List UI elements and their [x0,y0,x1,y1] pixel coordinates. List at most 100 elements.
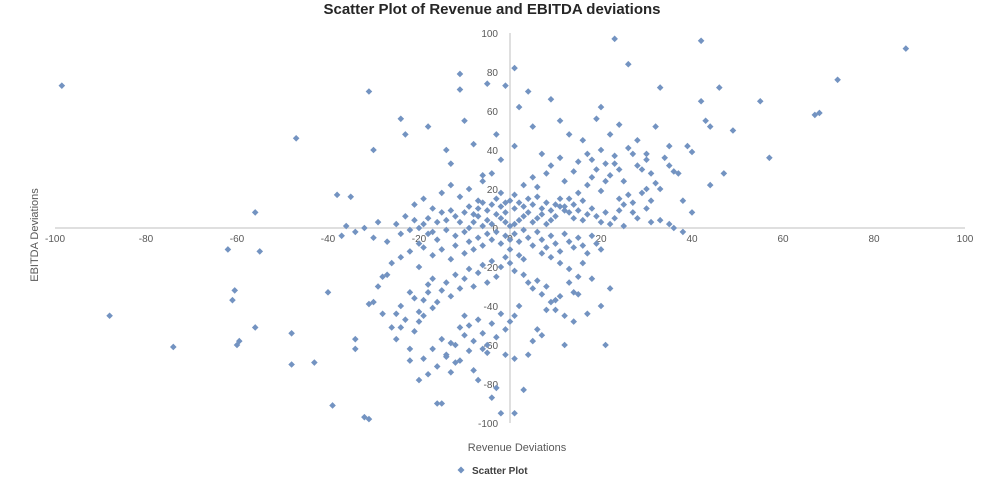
data-point[interactable] [342,222,350,230]
data-point[interactable] [520,255,527,263]
data-point[interactable] [256,248,264,255]
data-point[interactable] [756,97,764,105]
data-point[interactable] [543,244,550,251]
data-point[interactable] [584,310,591,318]
data-point[interactable] [561,230,568,238]
data-point[interactable] [706,181,714,189]
data-point[interactable] [529,242,537,249]
data-point[interactable] [415,263,423,271]
data-point[interactable] [397,115,405,123]
data-point[interactable] [415,318,423,325]
data-point[interactable] [529,337,537,345]
data-point[interactable] [452,213,459,220]
data-point[interactable] [433,400,441,407]
data-point[interactable] [452,242,459,249]
data-point[interactable] [620,177,628,185]
data-point[interactable] [547,216,555,224]
data-point[interactable] [420,244,427,251]
data-point[interactable] [392,310,400,318]
data-point[interactable] [429,345,436,353]
data-point[interactable] [547,96,555,103]
data-point[interactable] [524,195,532,203]
data-point[interactable] [506,246,514,253]
data-point[interactable] [465,347,473,355]
data-point[interactable] [461,250,468,257]
data-point[interactable] [506,318,514,325]
data-point[interactable] [352,228,359,236]
data-point[interactable] [429,275,436,282]
data-point[interactable] [529,218,537,226]
data-point[interactable] [625,144,632,152]
data-point[interactable] [402,131,409,138]
data-point[interactable] [579,216,587,224]
data-point[interactable] [538,291,546,298]
data-point[interactable] [584,211,591,218]
data-point[interactable] [397,302,405,310]
data-point[interactable] [520,213,527,220]
data-point[interactable] [483,80,491,87]
data-point[interactable] [520,181,527,189]
data-point[interactable] [488,220,496,228]
data-point[interactable] [534,326,541,333]
data-point[interactable] [474,316,482,323]
data-point[interactable] [483,207,491,214]
data-point[interactable] [670,224,678,232]
data-point[interactable] [438,209,446,216]
data-point[interactable] [538,205,546,212]
data-point[interactable] [538,150,546,158]
data-point[interactable] [524,88,532,95]
data-point[interactable] [493,228,500,236]
data-point[interactable] [634,214,641,222]
data-point[interactable] [447,255,455,263]
data-point[interactable] [602,209,609,216]
data-point[interactable] [529,123,537,130]
data-point[interactable] [570,244,577,251]
data-point[interactable] [638,189,646,197]
data-point[interactable] [406,357,414,364]
data-point[interactable] [565,131,573,138]
data-point[interactable] [574,273,582,281]
data-point[interactable] [424,230,432,238]
data-point[interactable] [647,218,655,226]
data-point[interactable] [552,201,559,208]
data-point[interactable] [438,189,446,197]
data-point[interactable] [502,351,509,359]
data-point[interactable] [443,226,450,234]
data-point[interactable] [452,341,459,349]
data-point[interactable] [588,156,596,164]
data-point[interactable] [483,341,491,349]
data-point[interactable] [697,97,705,105]
data-point[interactable] [515,216,523,224]
data-point[interactable] [511,267,518,275]
data-point[interactable] [452,359,459,366]
data-point[interactable] [588,205,596,212]
data-point[interactable] [584,250,591,257]
data-point[interactable] [561,341,568,349]
data-point[interactable] [502,209,509,216]
data-point[interactable] [520,386,527,394]
data-point[interactable] [597,218,605,226]
data-point[interactable] [538,331,546,339]
data-point[interactable] [465,185,473,193]
data-point[interactable] [447,207,455,214]
data-point[interactable] [766,154,773,162]
data-point[interactable] [611,160,618,167]
data-point[interactable] [634,162,641,169]
data-point[interactable] [524,351,532,359]
data-point[interactable] [588,275,596,282]
data-point[interactable] [579,242,587,249]
data-point[interactable] [379,273,386,281]
data-point[interactable] [474,269,482,277]
data-point[interactable] [538,250,546,257]
data-point[interactable] [231,287,239,294]
data-point[interactable] [506,222,514,230]
data-point[interactable] [374,218,382,226]
data-point[interactable] [561,207,568,214]
data-point[interactable] [397,230,405,238]
data-point[interactable] [593,240,600,247]
data-point[interactable] [429,252,436,259]
data-point[interactable] [411,201,418,208]
data-point[interactable] [643,150,650,158]
data-point[interactable] [461,275,468,282]
data-point[interactable] [593,213,600,220]
